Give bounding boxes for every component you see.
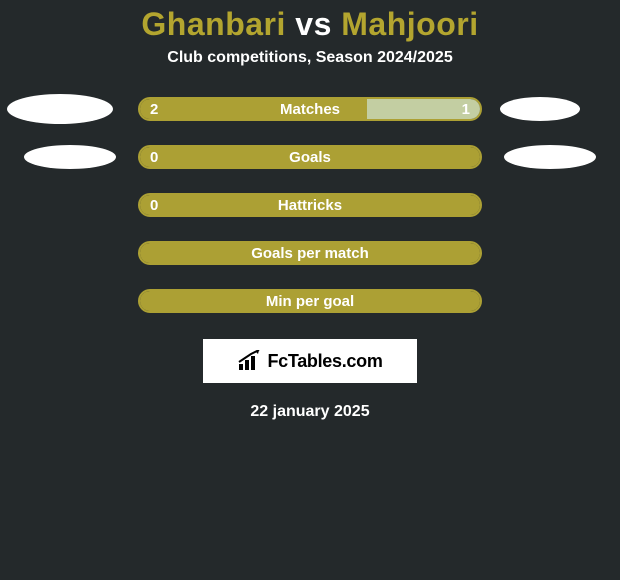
stat-bar: Goals per match <box>138 241 482 265</box>
stat-row: 21Matches <box>0 97 620 121</box>
brand-text: FcTables.com <box>267 351 382 372</box>
stat-bar-left-fill <box>140 243 480 263</box>
chart-icon <box>237 350 263 372</box>
stat-bar: 0Hattricks <box>138 193 482 217</box>
stat-bar-left-fill <box>140 195 480 215</box>
stat-bar-left-fill <box>140 99 367 119</box>
stat-value-left: 0 <box>150 147 158 167</box>
stat-bar: 0Goals <box>138 145 482 169</box>
stat-rows: 21Matches0Goals0HattricksGoals per match… <box>0 97 620 313</box>
date-text: 22 january 2025 <box>250 403 369 421</box>
stat-value-right: 1 <box>462 99 470 119</box>
value-blob-left <box>24 145 116 169</box>
stat-row: 0Goals <box>0 145 620 169</box>
value-blob-right <box>500 97 580 121</box>
stat-value-left: 0 <box>150 195 158 215</box>
value-blob-right <box>504 145 596 169</box>
title-player2: Mahjoori <box>341 6 478 42</box>
stat-row: 0Hattricks <box>0 193 620 217</box>
subtitle: Club competitions, Season 2024/2025 <box>167 49 452 67</box>
stat-bar-left-fill <box>140 147 480 167</box>
stat-bar-left-fill <box>140 291 480 311</box>
comparison-infographic: Ghanbari vs Mahjoori Club competitions, … <box>0 0 620 580</box>
title-player1: Ghanbari <box>141 6 285 42</box>
stat-value-left: 2 <box>150 99 158 119</box>
value-blob-left <box>7 94 113 124</box>
stat-bar: Min per goal <box>138 289 482 313</box>
page-title: Ghanbari vs Mahjoori <box>141 6 478 43</box>
stat-row: Min per goal <box>0 289 620 313</box>
title-vs: vs <box>295 6 332 42</box>
stat-row: Goals per match <box>0 241 620 265</box>
brand-box: FcTables.com <box>203 339 417 383</box>
stat-bar: 21Matches <box>138 97 482 121</box>
